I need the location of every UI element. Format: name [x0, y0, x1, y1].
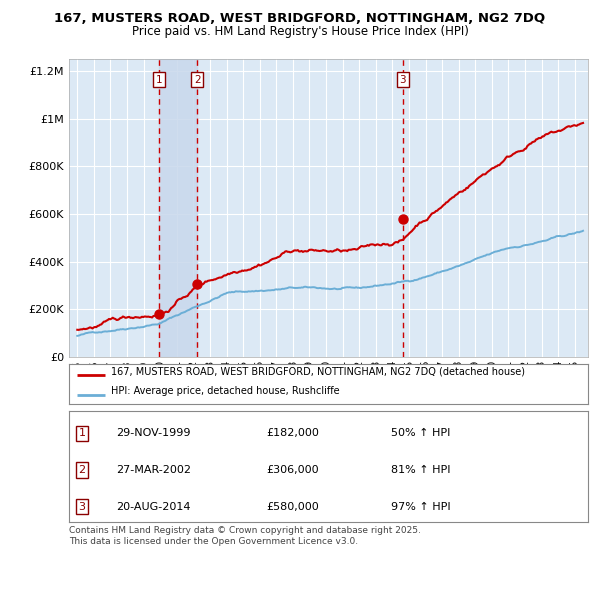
Text: 97% ↑ HPI: 97% ↑ HPI — [391, 502, 451, 512]
Text: 20-AUG-2014: 20-AUG-2014 — [116, 502, 190, 512]
Text: Price paid vs. HM Land Registry's House Price Index (HPI): Price paid vs. HM Land Registry's House … — [131, 25, 469, 38]
Text: 50% ↑ HPI: 50% ↑ HPI — [391, 428, 450, 438]
Text: 167, MUSTERS ROAD, WEST BRIDGFORD, NOTTINGHAM, NG2 7DQ (detached house): 167, MUSTERS ROAD, WEST BRIDGFORD, NOTTI… — [110, 366, 524, 376]
Text: £182,000: £182,000 — [266, 428, 319, 438]
Text: 81% ↑ HPI: 81% ↑ HPI — [391, 465, 450, 475]
Text: 1: 1 — [79, 428, 85, 438]
Text: 27-MAR-2002: 27-MAR-2002 — [116, 465, 191, 475]
Text: 1: 1 — [155, 75, 162, 85]
Text: HPI: Average price, detached house, Rushcliffe: HPI: Average price, detached house, Rush… — [110, 386, 339, 396]
Text: 2: 2 — [79, 465, 86, 475]
Text: £306,000: £306,000 — [266, 465, 319, 475]
Text: 2: 2 — [194, 75, 200, 85]
Text: 3: 3 — [79, 502, 85, 512]
Text: 167, MUSTERS ROAD, WEST BRIDGFORD, NOTTINGHAM, NG2 7DQ: 167, MUSTERS ROAD, WEST BRIDGFORD, NOTTI… — [55, 12, 545, 25]
Text: Contains HM Land Registry data © Crown copyright and database right 2025.
This d: Contains HM Land Registry data © Crown c… — [69, 526, 421, 546]
Text: 29-NOV-1999: 29-NOV-1999 — [116, 428, 190, 438]
Bar — [159, 59, 197, 357]
Text: 3: 3 — [400, 75, 406, 85]
Text: £580,000: £580,000 — [266, 502, 319, 512]
